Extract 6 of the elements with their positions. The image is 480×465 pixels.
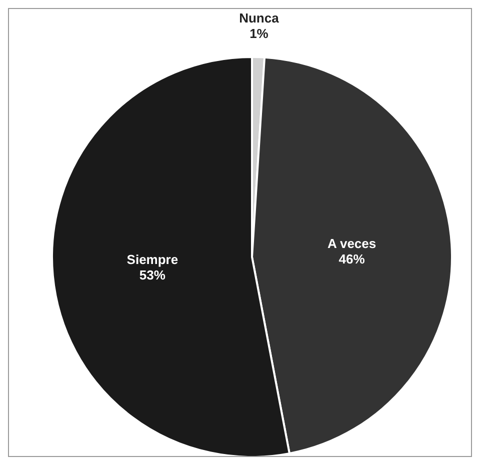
slice-label: Nunca — [239, 10, 280, 26]
slice-label: A veces — [327, 236, 376, 252]
slice-label: Siempre — [126, 252, 178, 267]
data-label: 1% — [250, 26, 269, 42]
data-label: 46% — [338, 252, 366, 267]
data-label: 53% — [139, 267, 166, 282]
